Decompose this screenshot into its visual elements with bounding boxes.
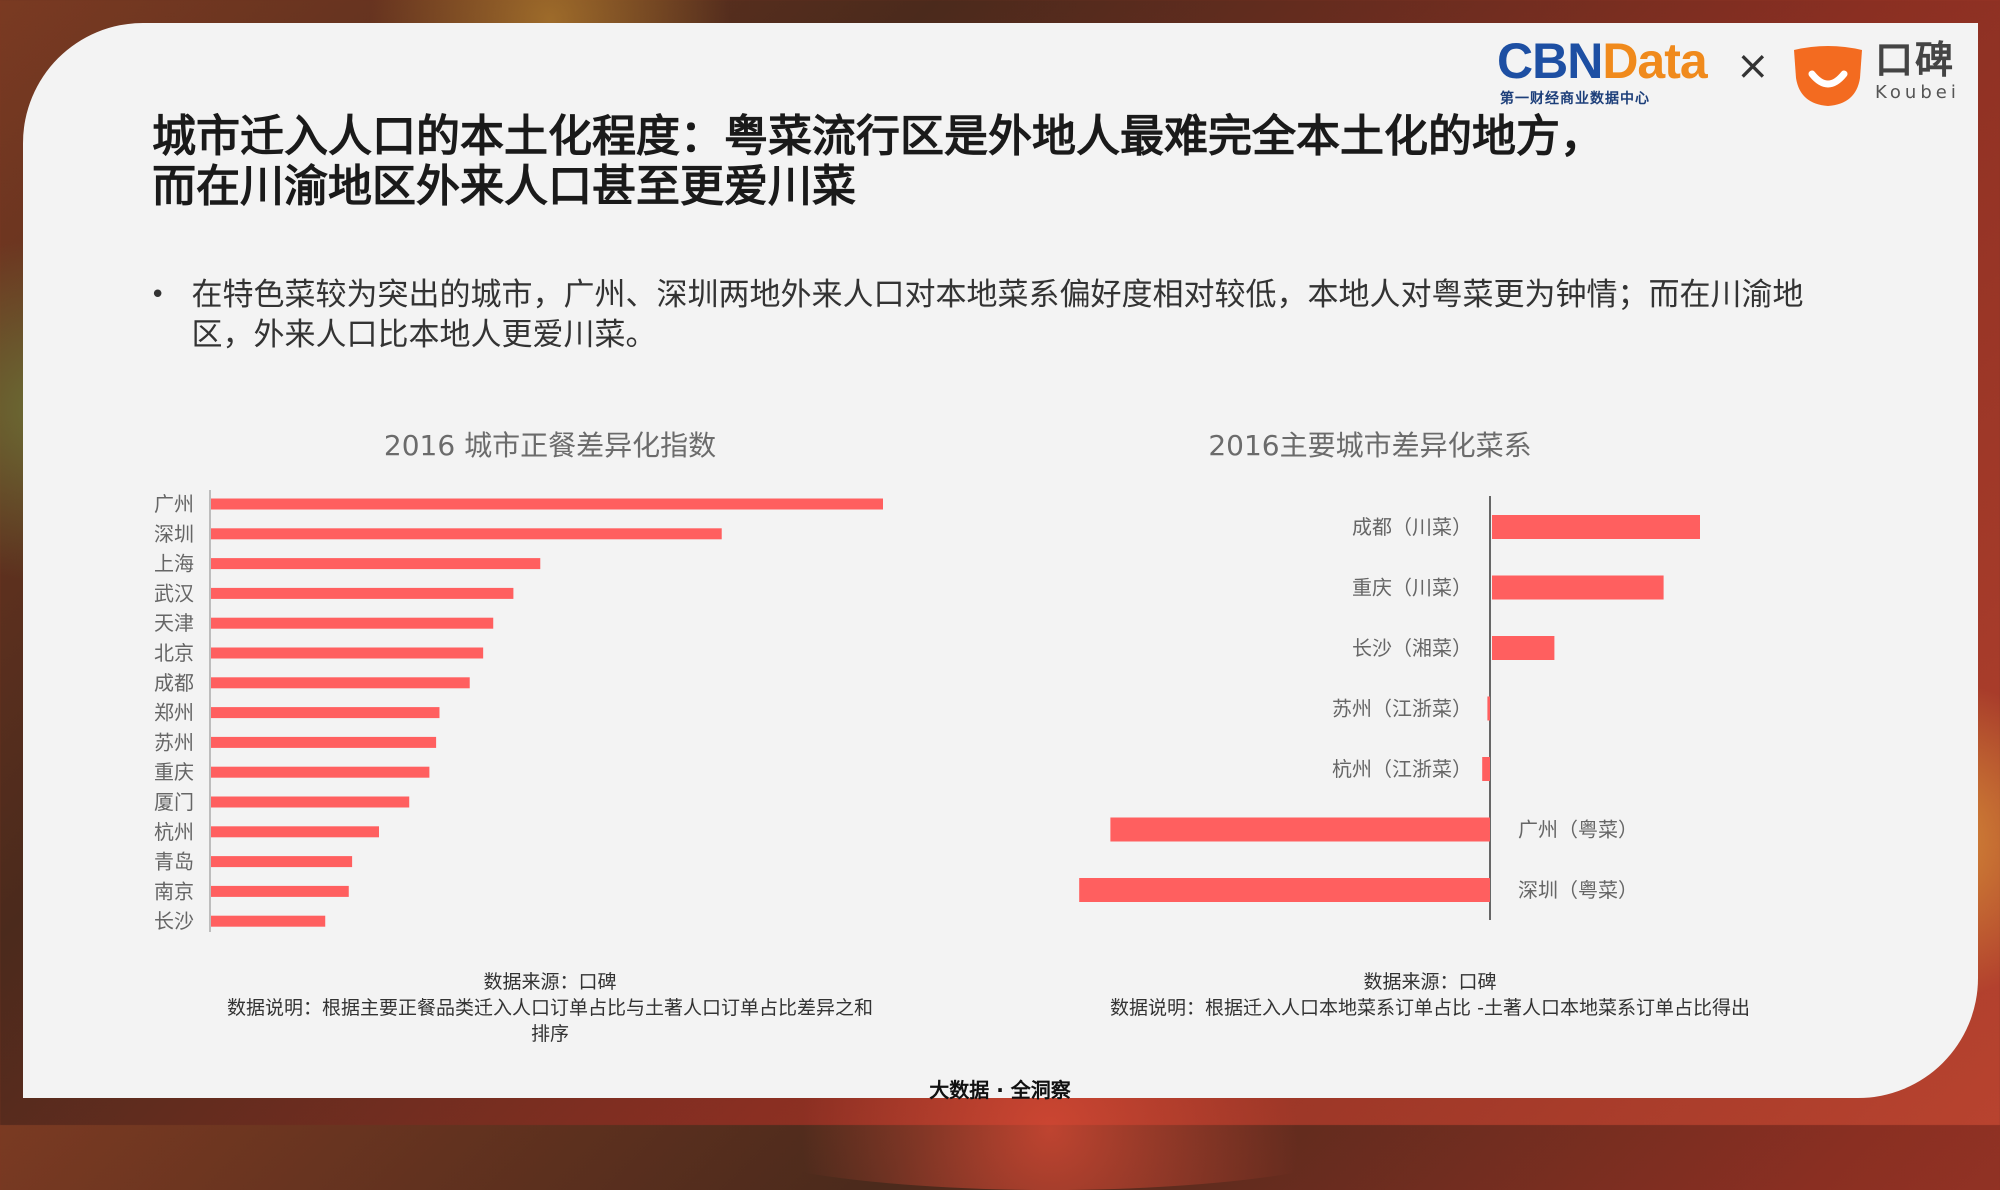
footer-tagline: 大数据 · 全洞察 (929, 1078, 1071, 1102)
right-tick-label: 成都（川菜） (1352, 515, 1472, 539)
left-tick-label: 深圳 (154, 522, 194, 546)
left-bar (211, 677, 470, 689)
left-bar (211, 498, 883, 510)
right-tick-label: 广州（粤菜） (1518, 818, 1638, 842)
left-bar (211, 766, 430, 778)
right-tick-label: 重庆（川菜） (1352, 576, 1472, 600)
left-tick-label: 天津 (154, 611, 194, 635)
right-note: 数据说明：根据迁入人口本地菜系订单占比 -土著人口本地菜系订单占比得出 (1110, 997, 1750, 1019)
cbn-text: CBN (1497, 33, 1603, 89)
left-bar (211, 856, 353, 868)
left-bar (211, 885, 349, 897)
left-tick-label: 长沙 (154, 909, 194, 933)
left-chart-notes: 数据来源：口碑 数据说明：根据主要正餐品类迁入人口订单占比与土著人口订单占比差异… (225, 969, 875, 1047)
right-bar (1492, 575, 1664, 600)
left-tick-label: 重庆 (154, 760, 194, 784)
left-tick-label: 成都 (154, 671, 194, 695)
left-tick-label: 杭州 (154, 820, 194, 844)
right-tick-label: 长沙（湘菜） (1352, 636, 1472, 660)
koubei-en: Koubei (1875, 82, 1960, 103)
left-bar (211, 707, 440, 719)
right-source: 数据来源：口碑 (1363, 971, 1497, 993)
koubei-cn: 口碑 (1875, 38, 1956, 82)
left-tick-label: 北京 (154, 641, 194, 665)
left-source: 数据来源：口碑 (483, 971, 617, 993)
left-bar (211, 587, 514, 599)
left-bar (211, 617, 494, 629)
left-bar (211, 915, 326, 927)
left-tick-label: 南京 (154, 879, 194, 903)
left-tick-label: 广州 (154, 492, 194, 516)
right-chart-title: 2016主要城市差异化菜系 (1208, 429, 1532, 462)
left-bar (211, 826, 379, 838)
left-tick-label: 郑州 (154, 701, 194, 725)
koubei-smile-icon (1794, 46, 1862, 106)
times-symbol: × (1736, 43, 1770, 89)
data-text: Data (1602, 33, 1707, 89)
right-bar (1079, 878, 1490, 902)
left-tick-label: 青岛 (154, 850, 194, 874)
title-line-1: 城市迁入人口的本土化程度：粤菜流行区是外地人最难完全本土化的地方， (152, 111, 1604, 162)
left-tick-label: 厦门 (154, 790, 194, 814)
cbndata-logo: CBNData 第一财经商业数据中心 (1497, 33, 1708, 108)
right-bar (1492, 636, 1555, 660)
left-chart-title: 2016 城市正餐差异化指数 (383, 429, 717, 462)
left-note: 数据说明：根据主要正餐品类迁入人口订单占比与土著人口订单占比差异之和排序 (226, 997, 873, 1045)
left-bar (211, 736, 437, 748)
right-tick-label: 深圳（粤菜） (1518, 878, 1638, 902)
koubei-wordmark: 口碑 Koubei (1875, 40, 1960, 103)
right-bar (1482, 757, 1490, 781)
right-tick-label: 杭州（江浙菜） (1332, 757, 1472, 781)
right-bar (1110, 817, 1490, 842)
left-bar (211, 647, 484, 659)
right-bar (1492, 515, 1700, 539)
left-tick-label: 上海 (154, 552, 194, 576)
left-bar (211, 528, 722, 540)
cbn-subtitle: 第一财经商业数据中心 (1500, 91, 1650, 107)
right-bar (1487, 696, 1490, 721)
bullet-dot-icon: • (150, 280, 166, 310)
bullet-point: • 在特色菜较为突出的城市，广州、深圳两地外来人口对本地菜系偏好度相对较低，本地… (150, 275, 1850, 355)
bullet-text: 在特色菜较为突出的城市，广州、深圳两地外来人口对本地菜系偏好度相对较低，本地人对… (191, 277, 1804, 353)
left-tick-label: 武汉 (154, 581, 194, 605)
title-line-2: 而在川渝地区外来人口甚至更爱川菜 (152, 161, 856, 212)
page-title: 城市迁入人口的本土化程度：粤菜流行区是外地人最难完全本土化的地方， 而在川渝地区… (152, 112, 1604, 212)
right-tick-label: 苏州（江浙菜） (1332, 697, 1472, 721)
left-bar (211, 796, 410, 808)
left-bar (211, 558, 541, 570)
right-chart-notes: 数据来源：口碑 数据说明：根据迁入人口本地菜系订单占比 -土著人口本地菜系订单占… (1070, 969, 1790, 1021)
left-tick-label: 苏州 (154, 730, 194, 754)
